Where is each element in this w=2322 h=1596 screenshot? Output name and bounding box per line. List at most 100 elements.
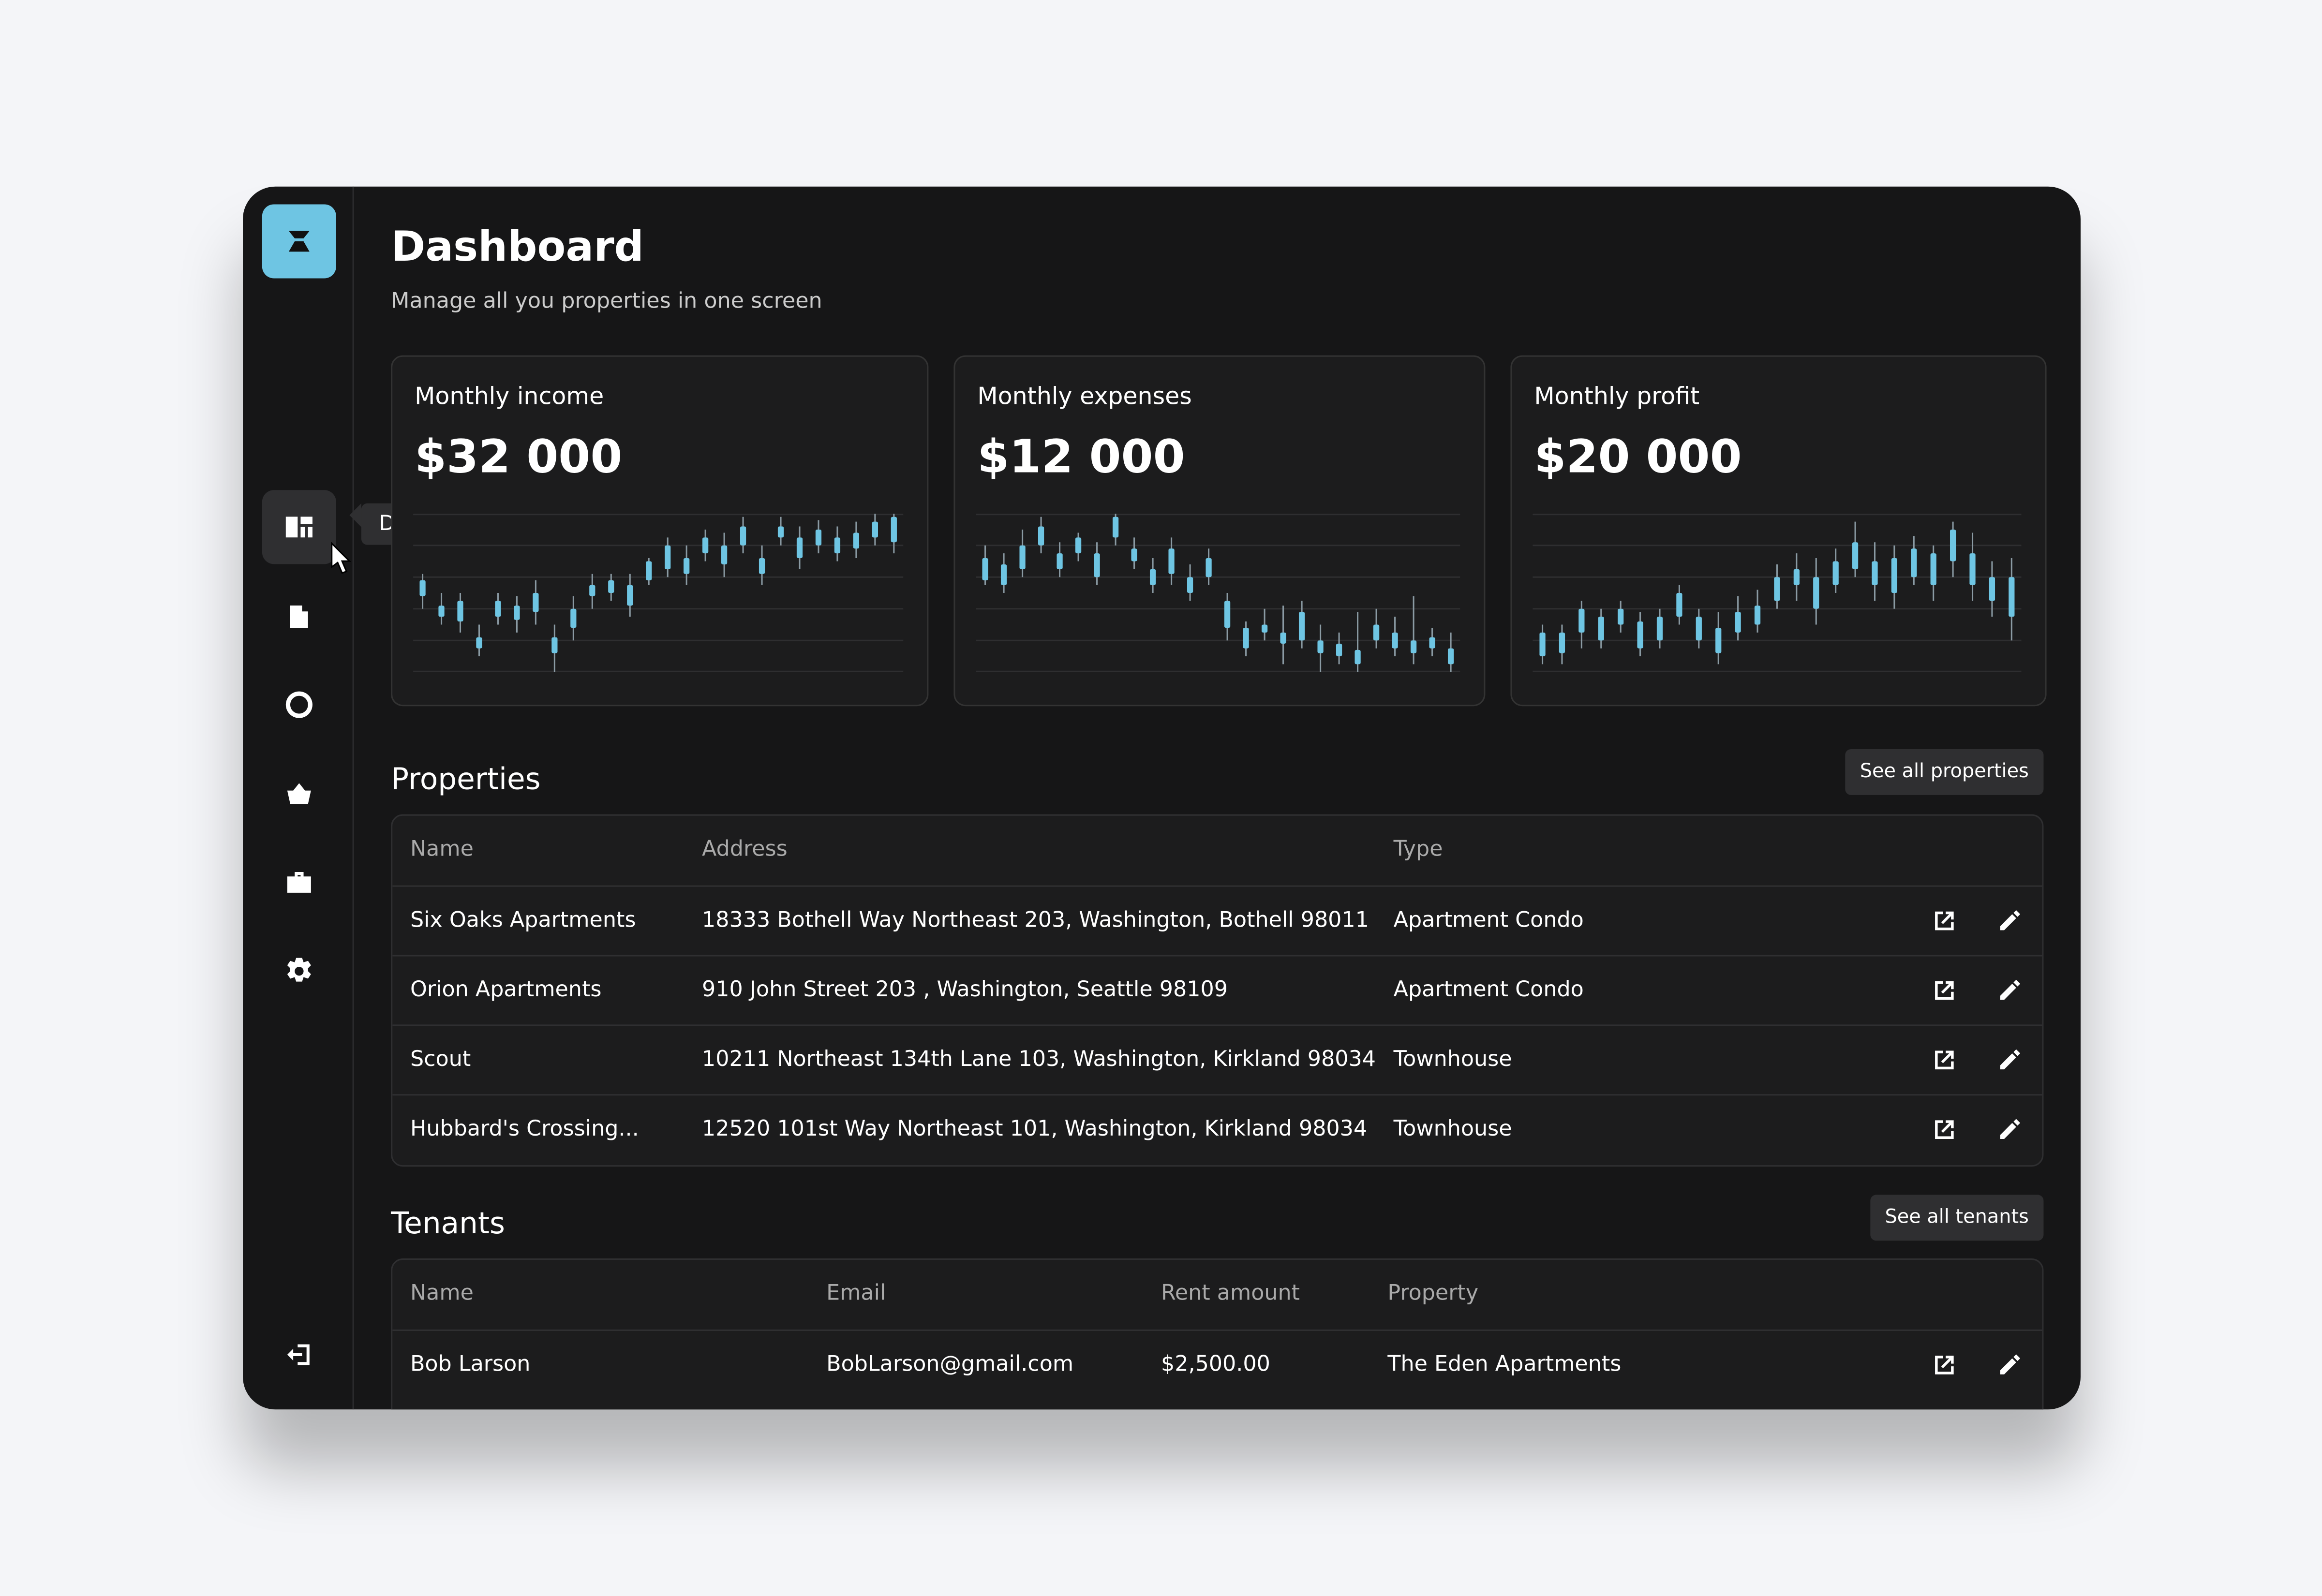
candle-body: [1298, 612, 1305, 641]
open-button[interactable]: [1931, 977, 1958, 1004]
candle-body: [1891, 558, 1898, 593]
candle-body: [495, 601, 501, 617]
nav-dashboard[interactable]: [262, 490, 336, 564]
stat-card: Monthly income $32 000: [391, 355, 929, 707]
candle-body: [1911, 548, 1917, 577]
table-header: Name Email Rent amount Property: [392, 1260, 2042, 1330]
cell: Bob Larson: [410, 1353, 531, 1377]
cell: Six Oaks Apartments: [410, 909, 636, 933]
nav-analytics[interactable]: [262, 668, 336, 742]
candle-body: [608, 580, 614, 593]
app-window: Dashboard Dashboard Manage all you prope…: [243, 186, 2081, 1410]
candle-body: [570, 608, 577, 628]
open-button[interactable]: [1931, 1352, 1958, 1378]
candle-body: [1578, 608, 1585, 633]
cell: 10211 Northeast 134th Lane 103, Washingt…: [702, 1048, 1376, 1072]
candle-body: [476, 637, 482, 649]
sidebar: [243, 186, 354, 1410]
cell: Townhouse: [1393, 1048, 1512, 1072]
candle-body: [702, 537, 709, 554]
column-header: Property: [1387, 1282, 1479, 1306]
candle-body: [759, 558, 765, 574]
candle-body: [533, 593, 539, 612]
icon: [1935, 911, 1954, 931]
nav-properties[interactable]: [262, 579, 336, 653]
candle-body: [1187, 577, 1193, 593]
open-button[interactable]: [1931, 1047, 1958, 1073]
see-all-button[interactable]: See all tenants: [1870, 1195, 2044, 1241]
candle-body: [1354, 650, 1361, 665]
cell: The Eden Apartments: [1387, 1353, 1622, 1377]
candle-body: [1019, 545, 1026, 569]
stat-card: Monthly expenses $12 000: [953, 355, 1486, 707]
candle-body: [627, 585, 633, 606]
candle-body: [551, 637, 558, 653]
candle-body: [1774, 577, 1780, 601]
edit-button[interactable]: [1996, 977, 2023, 1004]
stat-label: Monthly profit: [1534, 382, 1700, 410]
candle-body: [438, 606, 445, 617]
candle-body: [721, 545, 728, 565]
candle-body: [1112, 517, 1119, 538]
candle-body: [1038, 526, 1044, 546]
icon: [2000, 979, 2021, 1000]
table-row: Orion Apartments 910 John Street 203 , Wa…: [392, 955, 2042, 1026]
page-title: Dashboard: [391, 222, 644, 271]
candle-body: [1392, 632, 1398, 649]
table-header: Name Address Type: [392, 816, 2042, 886]
nav-jobs[interactable]: [262, 845, 336, 919]
tenants-table: Name Email Rent amount Property Bob Larson Bo…: [391, 1258, 2044, 1410]
icon: [1935, 1050, 1954, 1070]
stat-value: $12 000: [977, 430, 1185, 485]
cell: Apartment Condo: [1393, 909, 1584, 933]
candle-body: [1989, 577, 1995, 601]
logo[interactable]: [262, 204, 336, 279]
candle-body: [1149, 569, 1156, 585]
cell: 910 John Street 203 , Washington, Seattl…: [702, 978, 1228, 1003]
candle-body: [891, 517, 897, 543]
nav-settings[interactable]: [262, 934, 336, 1008]
see-all-button[interactable]: See all properties: [1845, 749, 2044, 795]
candle-body: [1539, 632, 1546, 657]
candle-body: [684, 558, 690, 574]
candle-body: [1057, 553, 1063, 569]
nav-logout[interactable]: [262, 1317, 336, 1391]
section-title: Properties: [391, 761, 541, 797]
cursor: [331, 542, 352, 574]
edit-button[interactable]: [1996, 1352, 2023, 1378]
candle-body: [1696, 617, 1702, 641]
column-header: Email: [826, 1282, 886, 1306]
candle-body: [1676, 593, 1682, 617]
cell: 12520 101st Way Northeast 101, Washingto…: [702, 1118, 1368, 1142]
candle-body: [1872, 561, 1878, 585]
candle-body: [815, 529, 822, 546]
column-header: Type: [1393, 838, 1443, 862]
icon: [1935, 1356, 1954, 1374]
candle-body: [1832, 561, 1839, 585]
table-row: Hubbard's Crossing... 12520 101st Way Nor…: [392, 1094, 2042, 1165]
cell: Scout: [410, 1048, 471, 1072]
stat-value: $32 000: [415, 430, 623, 485]
open-button[interactable]: [1931, 908, 1958, 934]
open-button[interactable]: [1931, 1116, 1958, 1143]
candle-body: [1243, 628, 1249, 649]
candle-body: [1618, 608, 1624, 625]
edit-button[interactable]: [1996, 908, 2023, 934]
candle-body: [1410, 640, 1417, 653]
candle-body: [1969, 553, 1976, 585]
stat-label: Monthly income: [415, 382, 604, 410]
icon: [1935, 981, 1954, 1000]
candle-body: [1930, 553, 1936, 585]
candle-body: [1168, 548, 1175, 574]
nav-shop[interactable]: [262, 756, 336, 830]
candle-body: [1224, 601, 1231, 628]
stat-card: Monthly profit $20 000: [1510, 355, 2047, 707]
icon: [2000, 1354, 2021, 1374]
icon: [2000, 1049, 2021, 1070]
edit-button[interactable]: [1996, 1047, 2023, 1073]
candle-body: [1715, 628, 1722, 653]
candle-body: [1735, 612, 1741, 633]
edit-button[interactable]: [1996, 1116, 2023, 1143]
